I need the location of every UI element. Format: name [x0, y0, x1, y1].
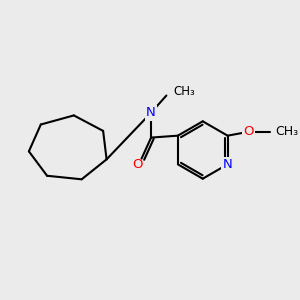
Text: CH₃: CH₃: [275, 125, 298, 138]
Text: CH₃: CH₃: [173, 85, 195, 98]
Text: O: O: [133, 158, 143, 171]
Text: N: N: [146, 106, 156, 119]
Text: N: N: [223, 158, 232, 171]
Text: O: O: [243, 125, 254, 138]
